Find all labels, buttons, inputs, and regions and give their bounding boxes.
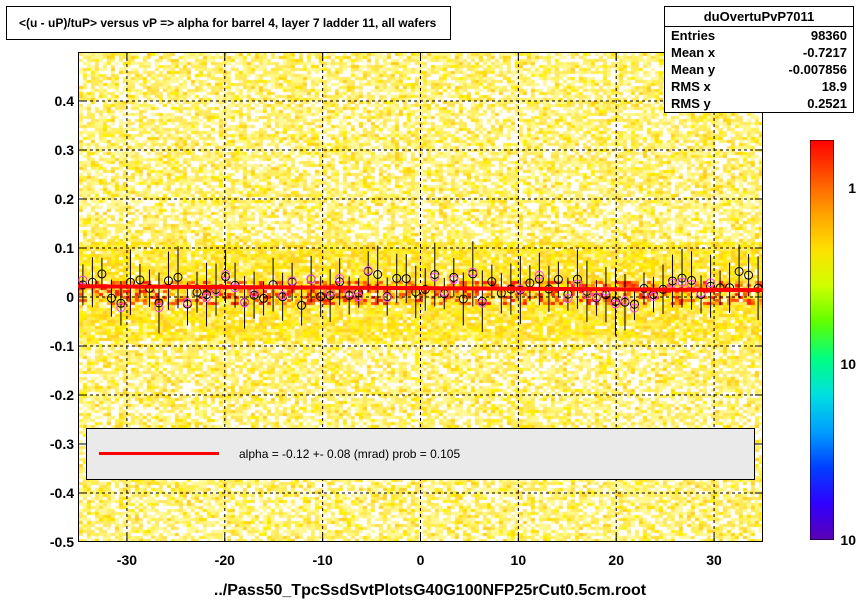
y-tick-label: -0.4 (40, 485, 74, 501)
x-tick-label: -20 (215, 552, 235, 568)
stats-row: RMS y 0.2521 (665, 95, 853, 112)
colorbar-tick-label: 10 (840, 356, 856, 372)
stats-box: duOvertuPvP7011 Entries 98360 Mean x -0.721… (664, 6, 854, 113)
stats-row: Mean y -0.007856 (665, 61, 853, 78)
colorbar-tick-label: 1 (848, 180, 856, 196)
y-tick-label: 0.1 (40, 240, 74, 256)
stats-value: 0.2521 (807, 96, 847, 111)
y-tick-label: -0.2 (40, 387, 74, 403)
y-tick-label: 0.2 (40, 191, 74, 207)
stats-name: duOvertuPvP7011 (665, 7, 853, 27)
y-tick-label: 0.3 (40, 142, 74, 158)
x-tick-label: -10 (313, 552, 333, 568)
stats-value: -0.007856 (788, 62, 847, 77)
x-tick-label: 30 (706, 552, 722, 568)
stats-label: Mean x (671, 45, 715, 60)
chart-title: <(u - uP)/tuP> versus vP => alpha for ba… (19, 16, 436, 30)
stats-row: Entries 98360 (665, 27, 853, 44)
x-tick-label: 20 (608, 552, 624, 568)
colorbar-tick-label: 10 (840, 532, 856, 548)
y-tick-label: -0.5 (40, 534, 74, 550)
fit-legend-box: alpha = -0.12 +- 0.08 (mrad) prob = 0.10… (86, 428, 755, 480)
stats-label: Entries (671, 28, 715, 43)
y-tick-label: 0 (40, 289, 74, 305)
stats-value: 18.9 (822, 79, 847, 94)
stats-label: RMS x (671, 79, 711, 94)
x-axis-label: ../Pass50_TpcSsdSvtPlotsG40G100NFP25rCut… (0, 582, 860, 600)
x-tick-label: 10 (511, 552, 527, 568)
stats-row: Mean x -0.7217 (665, 44, 853, 61)
stats-value: 98360 (811, 28, 847, 43)
stats-value: -0.7217 (803, 45, 847, 60)
stats-label: RMS y (671, 96, 711, 111)
stats-label: Mean y (671, 62, 715, 77)
x-tick-label: -30 (117, 552, 137, 568)
fit-legend-line (99, 452, 219, 455)
stats-row: RMS x 18.9 (665, 78, 853, 95)
fit-legend-text: alpha = -0.12 +- 0.08 (mrad) prob = 0.10… (239, 447, 460, 461)
y-tick-label: 0.4 (40, 93, 74, 109)
y-tick-label: -0.3 (40, 436, 74, 452)
x-tick-label: 0 (417, 552, 425, 568)
chart-title-box: <(u - uP)/tuP> versus vP => alpha for ba… (6, 6, 451, 40)
y-tick-label: -0.1 (40, 338, 74, 354)
colorbar (810, 140, 834, 540)
